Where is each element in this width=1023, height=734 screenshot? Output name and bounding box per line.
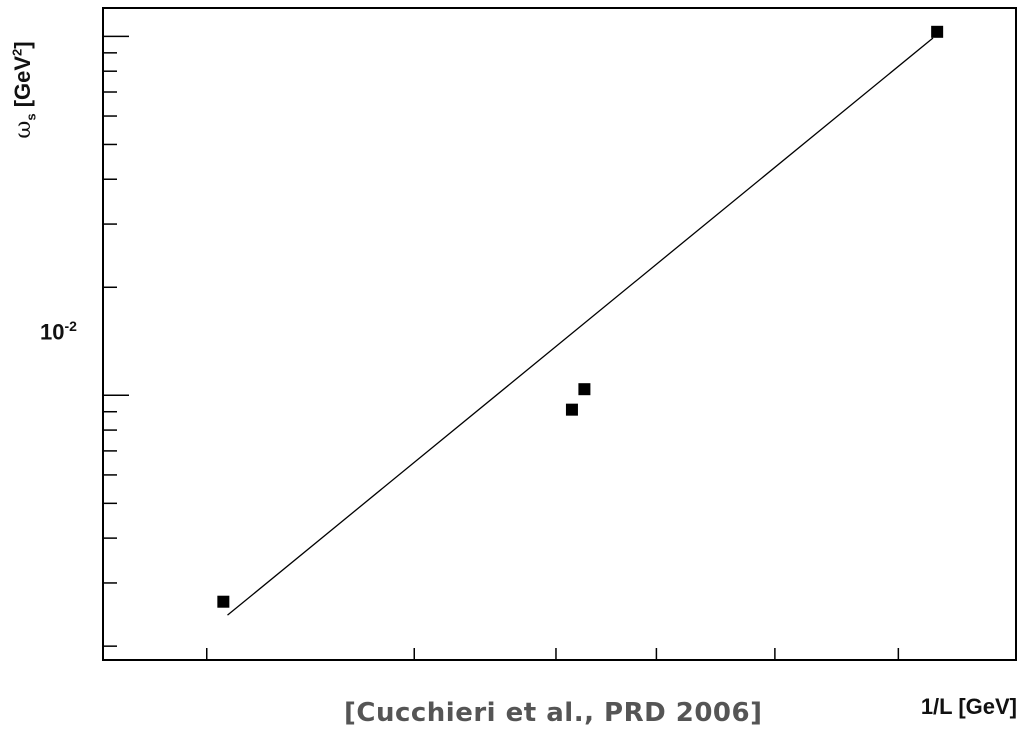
y-tick-base: 10: [40, 319, 65, 345]
y-axis-unit: [GeV: [9, 55, 35, 114]
citation: [Cucchieri et al., PRD 2006]: [344, 698, 763, 728]
data-point-2: [565, 403, 578, 416]
y-axis-unit-exponent: 2: [9, 48, 25, 56]
y-tick-label: 10-2: [40, 318, 77, 345]
x-axis-label: 1/L [GeV]: [920, 694, 1017, 719]
fit-line: [227, 37, 934, 616]
y-axis-symbol: ω: [10, 120, 36, 139]
data-points: [217, 25, 944, 608]
data-point-3: [578, 383, 591, 396]
y-axis-label: ωs [GeV2]: [2, 10, 46, 170]
data-point-4: [931, 25, 944, 38]
y-ticks: [103, 35, 129, 647]
y-axis-subscript: s: [23, 113, 39, 121]
x-ticks: [206, 648, 900, 660]
y-axis-unit-close: ]: [9, 41, 35, 49]
y-tick-exponent: -2: [64, 318, 77, 334]
data-point-1: [217, 595, 230, 608]
plot-frame: [102, 7, 1017, 661]
